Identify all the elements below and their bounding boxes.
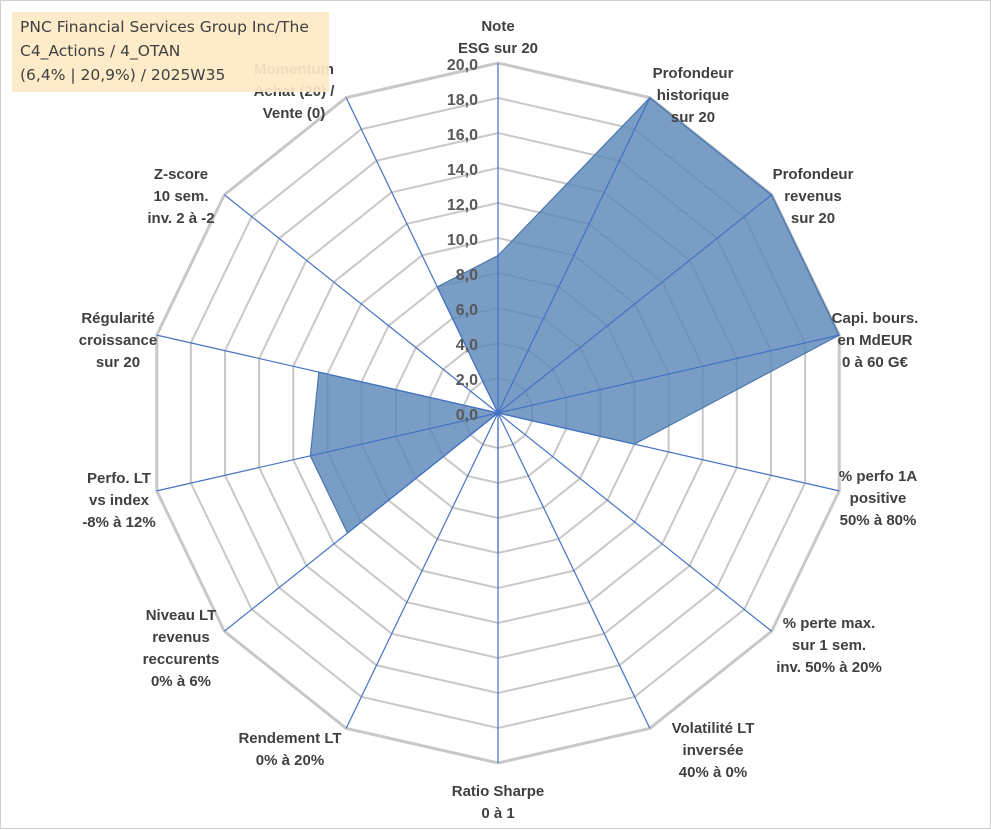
axis-label-line: ESG sur 20 [458, 40, 538, 57]
tick-label: 18,0 [447, 92, 478, 109]
axis-label-line: sur 20 [671, 109, 715, 126]
axis-label: Note ESG sur 20 [458, 18, 538, 57]
chart-title: PNC Financial Services Group Inc/The C4_… [20, 15, 340, 87]
chart-title-line-3: (6,4% | 20,9%) / 2025W35 [20, 66, 226, 84]
radar-spokes [156, 63, 840, 763]
axis-label-line: positive [850, 490, 907, 507]
axis-label-line: -8% à 12% [82, 514, 155, 531]
axis-label-line: % perte max. [783, 615, 876, 632]
axis-label-line: inv. 50% à 20% [776, 659, 882, 676]
axis-spoke [345, 412, 499, 729]
tick-label: 8,0 [456, 267, 478, 284]
axis-label: Volatilité LT inversée 40% à 0% [672, 720, 755, 781]
axis-label: Régularité croissance sur 20 [79, 310, 157, 371]
axis-spoke [223, 194, 499, 414]
tick-label: 14,0 [447, 162, 478, 179]
axis-label-line: Capi. bours. [832, 310, 919, 327]
axis-label: Capi. bours. en MdEUR 0 à 60 G€ [832, 310, 919, 371]
axis-label-line: Niveau LT [146, 607, 217, 624]
axis-label-line: 0 à 1 [481, 805, 514, 822]
tick-label: 0,0 [456, 407, 478, 424]
axis-label: Profondeur historique sur 20 [653, 65, 734, 126]
axis-label: Z-score 10 sem. inv. 2 à -2 [147, 166, 214, 227]
axis-label-line: Rendement LT [238, 730, 341, 747]
axis-label-line: Perfo. LT [87, 470, 151, 487]
axis-spoke [497, 412, 773, 632]
axis-label-line: reccurents [143, 651, 220, 668]
axis-label: Perfo. LT vs index -8% à 12% [82, 470, 155, 531]
tick-label: 12,0 [447, 197, 478, 214]
axis-label-line: croissance [79, 332, 157, 349]
chart-title-box [12, 12, 329, 92]
axis-spoke [223, 412, 499, 632]
axis-label: Rendement LT 0% à 20% [238, 730, 341, 769]
tick-label: 2,0 [456, 372, 478, 389]
axis-label-line: Z-score [154, 166, 208, 183]
axis-label-line: 0% à 6% [151, 673, 211, 690]
axis-label-line: vs index [89, 492, 150, 509]
axis-label-line: % perfo 1A [839, 468, 918, 485]
axis-spoke [497, 412, 840, 492]
axis-label-line: Volatilité LT [672, 720, 755, 737]
axis-label: % perte max. sur 1 sem. inv. 50% à 20% [776, 615, 882, 676]
axis-spoke [497, 412, 651, 729]
axis-label: % perfo 1A positive 50% à 80% [839, 468, 918, 529]
chart-title-line-2: C4_Actions / 4_OTAN [20, 42, 181, 60]
axis-label-line: 40% à 0% [679, 764, 747, 781]
tick-label: 4,0 [456, 337, 478, 354]
axis-spoke [497, 334, 840, 414]
axis-spoke [156, 412, 499, 492]
tick-label: 20,0 [447, 57, 478, 74]
axis-label-line: sur 20 [96, 354, 140, 371]
axis-label-line: inv. 2 à -2 [147, 210, 214, 227]
chart-title-line-1: PNC Financial Services Group Inc/The [20, 18, 309, 36]
radar-tick-labels: 0,0 2,0 4,0 6,0 8,0 10,0 12,0 14,0 16,0 18,0 20,0 [447, 57, 478, 424]
axis-label: Profondeur revenus sur 20 [773, 166, 854, 227]
axis-label-line: sur 20 [791, 210, 835, 227]
axis-spoke [345, 97, 499, 414]
axis-label-line: Régularité [81, 310, 154, 327]
axis-label-line: Ratio Sharpe [452, 783, 545, 800]
axis-label-line: Profondeur [653, 65, 734, 82]
axis-label-line: Note [481, 18, 514, 35]
tick-label: 16,0 [447, 127, 478, 144]
axis-spoke [156, 334, 499, 414]
radar-axis-labels: Note ESG sur 20 Profondeur historique sur 20… [79, 18, 919, 822]
axis-label-line: en MdEUR [838, 332, 913, 349]
axis-spoke [497, 194, 773, 414]
axis-label-line: 50% à 80% [840, 512, 917, 529]
axis-label-line: Profondeur [773, 166, 854, 183]
axis-label-line: 0% à 20% [256, 752, 324, 769]
axis-label-line: 10 sem. [153, 188, 208, 205]
axis-label: Ratio Sharpe 0 à 1 [452, 783, 545, 822]
axis-label-line: historique [657, 87, 730, 104]
tick-label: 6,0 [456, 302, 478, 319]
axis-label-line: revenus [784, 188, 842, 205]
axis-label-line: revenus [152, 629, 210, 646]
axis-label-line: sur 1 sem. [792, 637, 866, 654]
axis-label: Niveau LT revenus reccurents 0% à 6% [143, 607, 220, 690]
axis-label-line: inversée [683, 742, 744, 759]
axis-label-line: 0 à 60 G€ [842, 354, 909, 371]
axis-spoke [497, 97, 651, 414]
axis-label-line: Vente (0) [263, 105, 326, 122]
tick-label: 10,0 [447, 232, 478, 249]
